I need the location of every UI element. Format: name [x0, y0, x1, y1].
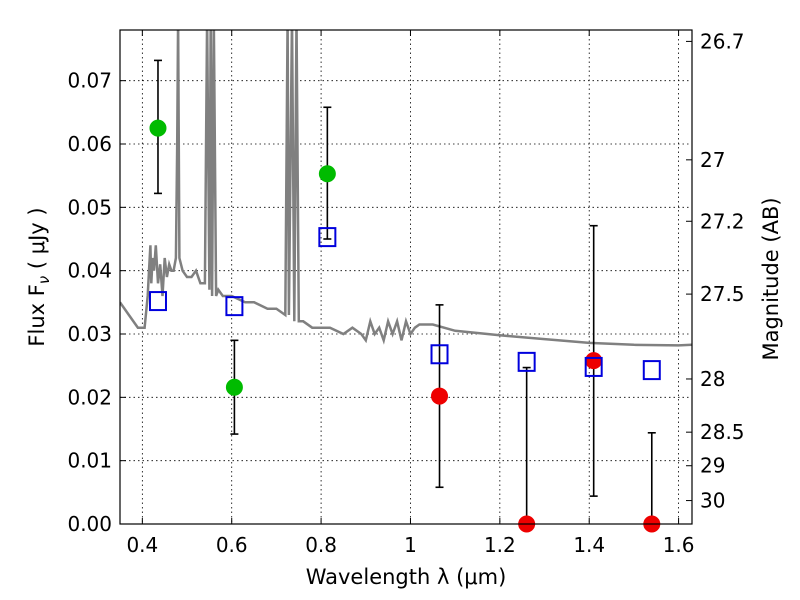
- model-square-marker: [584, 356, 603, 377]
- model-square-marker: [517, 351, 536, 372]
- magnitude-tick-label: 27: [700, 148, 725, 172]
- plot-frame: [119, 29, 693, 525]
- magnitude-tick-label: 27.2: [700, 209, 745, 233]
- model-square-marker: [430, 344, 449, 365]
- magnitude-tick-label: 29: [700, 454, 725, 478]
- y-tick-label: 0.05: [67, 195, 112, 219]
- x-tick-label: 1.6: [663, 533, 695, 557]
- y-axis-label-sub: ν: [35, 276, 53, 284]
- flux-point-marker: [149, 119, 167, 137]
- model-square-marker: [318, 227, 337, 248]
- x-tick-label: 1.4: [573, 533, 605, 557]
- y-tick-label: 0.07: [67, 69, 112, 93]
- model-spectrum-line: [120, 30, 692, 347]
- x-tick-label: 0.4: [126, 533, 158, 557]
- y-tick-label: 0.00: [67, 512, 112, 536]
- y-tick-label: 0.06: [67, 132, 112, 156]
- magnitude-tick-label: 30: [700, 489, 725, 513]
- x-tick-label: 1.2: [484, 533, 516, 557]
- x-axis-label: Wavelength λ (μm): [306, 565, 507, 589]
- model-square-marker: [225, 296, 244, 317]
- flux-point-marker: [318, 165, 336, 183]
- y-tick-label: 0.04: [67, 259, 112, 283]
- magnitude-tick-label: 28.5: [700, 420, 745, 444]
- y-tick-label: 0.01: [67, 449, 112, 473]
- magnitude-tick-label: 27.5: [700, 282, 745, 306]
- model-spectrum: [120, 30, 692, 347]
- y-axis-label: Flux Fν ( μJy ): [25, 207, 53, 346]
- model-square-marker: [642, 360, 661, 381]
- flux-point-marker: [431, 387, 449, 405]
- magnitude-tick-label: 26.7: [700, 29, 745, 53]
- magnitude-tick-label: 28: [700, 367, 725, 391]
- y-tick-label: 0.02: [67, 385, 112, 409]
- y2-axis-label: Magnitude (AB): [759, 197, 783, 360]
- x-tick-label: 1: [404, 533, 417, 557]
- data-points: [148, 59, 661, 533]
- y-axis-label-main: Flux F: [25, 284, 49, 346]
- flux-point-marker: [225, 378, 243, 396]
- y-axis-label-unit: ( μJy ): [25, 207, 49, 275]
- flux-point-marker: [585, 352, 603, 370]
- y-tick-label: 0.03: [67, 322, 112, 346]
- model-square-marker: [148, 291, 167, 312]
- x-tick-label: 0.8: [305, 533, 337, 557]
- x-tick-label: 0.6: [216, 533, 248, 557]
- axis-ticks: 0.4 0.6 0.8 1 1.2 1.4 1.6 0.00 0.01 0.02 0.03 0.04 0…: [67, 29, 744, 557]
